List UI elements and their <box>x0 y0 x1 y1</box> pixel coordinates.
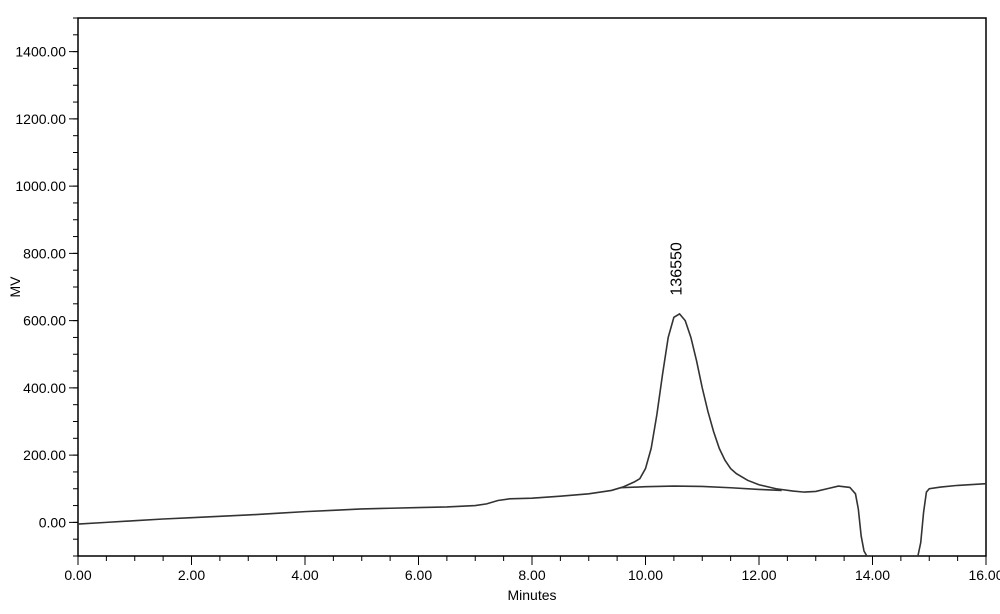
y-tick-label: 0.00 <box>39 514 66 530</box>
plot-border <box>78 18 986 556</box>
y-tick-label: 400.00 <box>23 380 66 396</box>
peak-baseline <box>620 486 782 490</box>
x-tick-label: 16.00 <box>968 567 1000 583</box>
x-tick-label: 14.00 <box>855 567 890 583</box>
x-tick-label: 12.00 <box>741 567 776 583</box>
x-tick-label: 6.00 <box>405 567 432 583</box>
y-tick-label: 800.00 <box>23 245 66 261</box>
y-tick-label: 200.00 <box>23 447 66 463</box>
x-tick-label: 10.00 <box>628 567 663 583</box>
chromatogram-trace <box>78 314 986 556</box>
y-tick-label: 1400.00 <box>15 44 66 60</box>
x-tick-label: 8.00 <box>518 567 545 583</box>
y-tick-label: 1000.00 <box>15 178 66 194</box>
chromatogram-chart: 0.00 2.00 4.00 6.00 8.00 10.00 12.00 14.00 16.00… <box>0 0 1000 614</box>
y-tick-label: 1200.00 <box>15 111 66 127</box>
x-tick-label: 2.00 <box>178 567 205 583</box>
x-tick-label: 0.00 <box>64 567 91 583</box>
y-tick-label: 600.00 <box>23 313 66 329</box>
y-axis-title: MV <box>7 276 23 298</box>
chart-svg: 0.00 2.00 4.00 6.00 8.00 10.00 12.00 14.00 16.00… <box>0 0 1000 614</box>
peak-label: 136550 <box>669 242 686 295</box>
x-tick-label: 4.00 <box>291 567 318 583</box>
x-axis-title: Minutes <box>507 587 556 603</box>
